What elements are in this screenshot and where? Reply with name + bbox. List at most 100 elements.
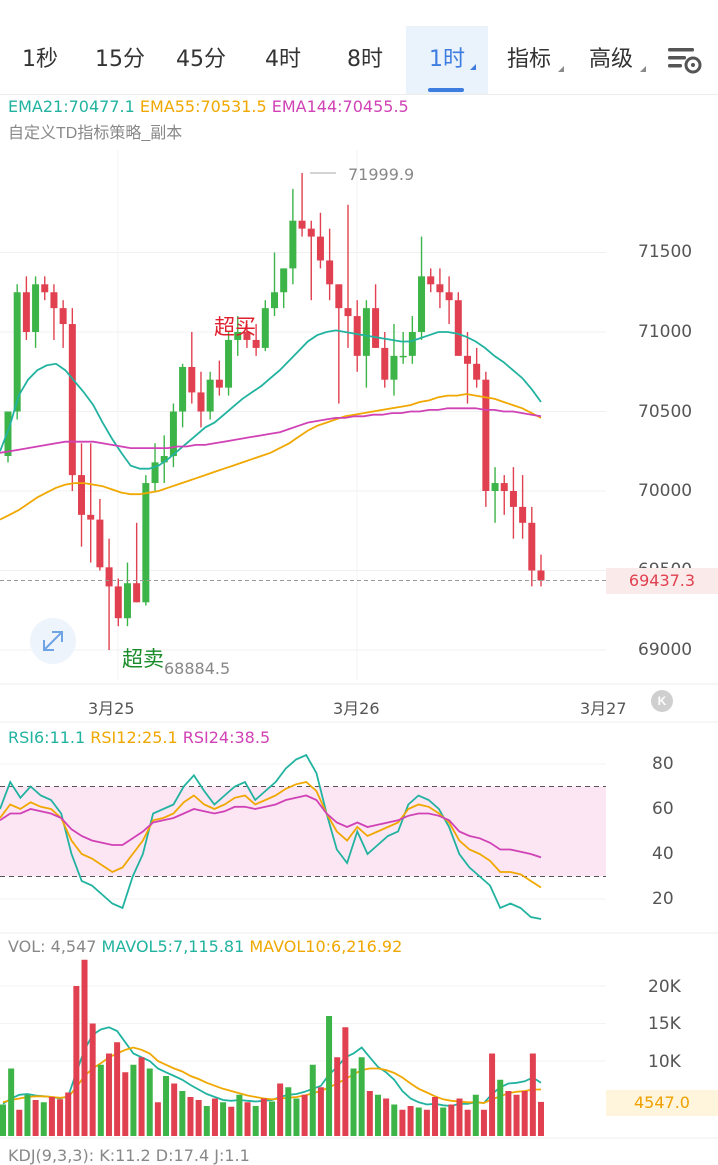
tab-15m[interactable]: 15分	[80, 26, 160, 94]
candles-layer	[4, 173, 545, 650]
y-tick-label: 70000	[638, 481, 693, 501]
volume-bar	[252, 1106, 259, 1136]
candle-body	[372, 308, 380, 348]
tab-label: 45分	[176, 47, 226, 72]
volume-bar	[236, 1094, 243, 1136]
ema21-line	[0, 329, 542, 470]
volume-bar	[220, 1102, 227, 1136]
expand-icon	[43, 631, 63, 651]
candle-body	[252, 339, 260, 348]
candle-body	[326, 260, 334, 285]
candle-body	[344, 308, 352, 317]
candle-body	[215, 379, 223, 388]
oversold-label: 超卖	[122, 648, 164, 671]
candle-body	[381, 347, 389, 380]
candle-body	[509, 491, 517, 507]
candle-body	[491, 483, 499, 491]
volume-bar	[489, 1053, 496, 1136]
volume-bar	[228, 1106, 235, 1136]
volume-bar	[464, 1109, 471, 1136]
tabbar-divider	[0, 94, 718, 95]
volume-bar	[505, 1091, 512, 1136]
dropdown-triangle-icon	[640, 66, 646, 72]
volume-bar	[203, 1106, 210, 1136]
volume-bar	[8, 1068, 15, 1136]
candle-body	[418, 276, 426, 332]
candle-body	[169, 411, 177, 457]
volume-bar	[163, 1076, 170, 1136]
x-tick-label: 3月25	[88, 699, 135, 718]
mavol10-legend: MAVOL10:6,216.92	[249, 937, 403, 956]
volume-bar	[0, 1104, 6, 1136]
volume-bars-layer	[0, 959, 544, 1136]
volume-bar	[40, 1102, 47, 1136]
candle-body	[188, 366, 196, 393]
candle-body	[280, 268, 288, 293]
volume-bar	[350, 1068, 357, 1136]
candle-body	[335, 284, 343, 309]
volume-bar	[415, 1107, 422, 1136]
y-tick-label: 69000	[638, 640, 693, 660]
tab-1s[interactable]: 1秒	[0, 26, 80, 94]
current-price-tag: 69437.3	[606, 568, 718, 594]
tab-1h[interactable]: 1时	[406, 26, 488, 94]
volume-bar	[513, 1094, 520, 1136]
tab-indicators[interactable]: 指标	[488, 26, 570, 94]
volume-bar	[146, 1068, 153, 1136]
volume-bar	[529, 1053, 536, 1136]
volume-bar	[391, 1104, 398, 1136]
tab-label: 指标	[506, 47, 551, 72]
vol-legend: VOL: 4,547 MAVOL5:7,115.81 MAVOL10:6,216…	[8, 937, 402, 956]
candle-body	[436, 284, 444, 293]
vol-tick-label: 20K	[648, 977, 681, 997]
volume-bar	[383, 1098, 390, 1136]
candle-body	[399, 355, 407, 358]
candle-body	[151, 462, 159, 484]
volume-bar	[16, 1109, 23, 1136]
volume-bar	[423, 1109, 430, 1136]
volume-bar	[317, 1087, 324, 1136]
volume-bar	[122, 1072, 129, 1136]
candle-body	[96, 519, 104, 568]
candle-body	[22, 292, 30, 332]
volume-bar	[366, 1091, 373, 1136]
tab-label: 高级	[588, 47, 633, 72]
volume-bar	[171, 1083, 178, 1136]
tab-label: 1秒	[22, 47, 58, 72]
x-tick-label: 3月27	[580, 699, 627, 718]
candle-body	[4, 411, 12, 457]
volume-bar	[65, 1092, 72, 1136]
tab-45m[interactable]: 45分	[160, 26, 242, 94]
candle-body	[353, 316, 361, 356]
volume-bar	[195, 1100, 202, 1136]
candle-body	[179, 366, 187, 412]
volume-bar	[260, 1098, 267, 1136]
candle-body	[243, 332, 251, 340]
rsi24-legend: RSI24:38.5	[182, 728, 271, 747]
rsi-tick-label: 20	[652, 889, 674, 909]
rsi-tick-label: 80	[652, 754, 674, 774]
candle-body	[473, 363, 481, 380]
expand-chart-button[interactable]	[30, 618, 76, 664]
rsi-tick-label: 60	[652, 799, 674, 819]
kdj-legend: KDJ(9,3,3): K:11.2 D:17.4 J:1.1	[8, 1146, 250, 1165]
rsi-legend: RSI6:11.1 RSI12:25.1 RSI24:38.5	[8, 728, 270, 747]
candle-body	[289, 220, 297, 269]
candle-body	[105, 567, 113, 587]
grid	[0, 150, 718, 1139]
candle-body	[87, 514, 95, 520]
candle-body	[160, 456, 168, 463]
chart-settings-icon[interactable]	[664, 44, 704, 78]
tab-4h[interactable]: 4时	[242, 26, 324, 94]
volume-bar	[480, 1109, 487, 1136]
mavol5-legend: MAVOL5:7,115.81	[101, 937, 245, 956]
candle-body	[307, 228, 315, 237]
volume-bar	[407, 1106, 414, 1136]
tab-advanced[interactable]: 高级	[570, 26, 652, 94]
x-tick-label: 3月26	[333, 699, 380, 718]
ema144-line	[0, 407, 542, 454]
k-icon-button[interactable]: K	[651, 690, 673, 712]
tab-8h[interactable]: 8时	[324, 26, 406, 94]
candle-body	[197, 392, 205, 412]
